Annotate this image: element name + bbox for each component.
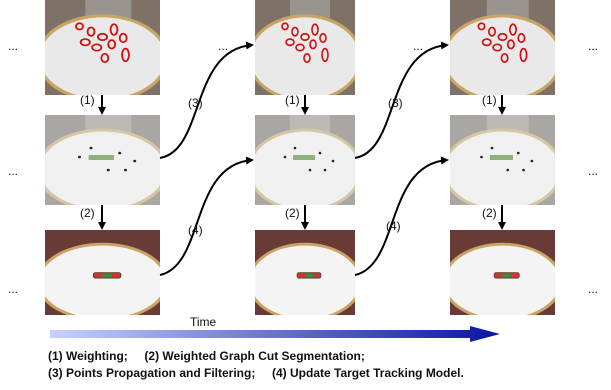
step-label: (1) [482, 93, 497, 107]
arrow [160, 160, 252, 275]
frame-image [444, 0, 562, 100]
ellipsis: ... [588, 164, 598, 178]
step-label: (2) [482, 206, 497, 220]
ellipsis: ... [413, 39, 423, 53]
arrow [160, 45, 252, 158]
figure: (1) (2) (1) (2) (1) (2) (3) (4) (3) (4) … [0, 0, 611, 390]
frame-image [249, 115, 361, 210]
frame-image [38, 230, 167, 320]
ellipsis: ... [8, 39, 18, 53]
caption: (1) Weighting; (2) Weighted Graph Cut Se… [48, 349, 464, 380]
caption-line: (1) Weighting; (2) Weighted Graph Cut Se… [48, 349, 365, 363]
frame-image [249, 230, 361, 320]
ellipsis: ... [8, 282, 18, 296]
ellipsis: ... [588, 39, 598, 53]
step-label: (4) [386, 219, 401, 233]
ellipsis: ... [588, 282, 598, 296]
time-label: Time [190, 315, 217, 329]
frame-image [38, 115, 167, 210]
ellipsis: ... [218, 39, 228, 53]
step-label: (2) [80, 206, 95, 220]
step-label: (1) [80, 93, 95, 107]
time-arrow: Time [50, 315, 500, 342]
step-label: (1) [285, 93, 300, 107]
frame-image [38, 0, 167, 100]
step-label: (3) [188, 96, 203, 110]
step-label: (4) [188, 223, 203, 237]
frame-image [444, 115, 562, 210]
arrow [355, 160, 447, 275]
step-label: (2) [285, 206, 300, 220]
photo-grid [38, 0, 561, 320]
ellipsis: ... [8, 164, 18, 178]
frame-image [444, 230, 562, 320]
time-arrow-shape [50, 326, 500, 342]
step-label: (3) [388, 96, 403, 110]
frame-image [249, 0, 361, 100]
caption-line: (3) Points Propagation and Filtering; (4… [48, 366, 464, 380]
